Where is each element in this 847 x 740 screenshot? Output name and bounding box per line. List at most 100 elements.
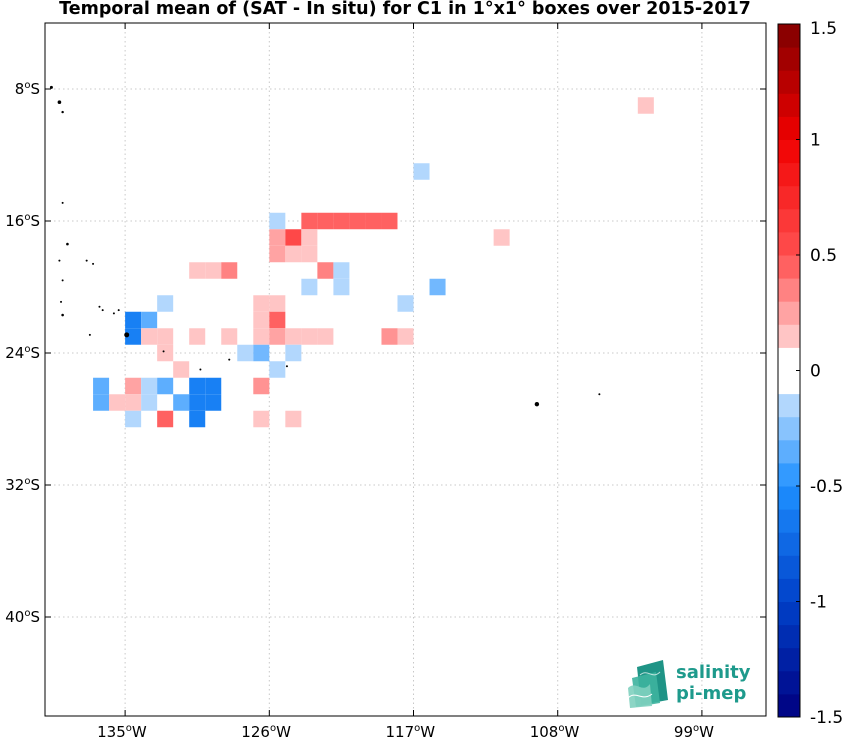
lon-tick-label: 117oW	[386, 723, 436, 740]
data-cell	[141, 311, 158, 329]
logo-emblem-icon	[627, 660, 668, 708]
colorbar-step	[778, 416, 800, 441]
colorbar-step	[778, 486, 800, 510]
lon-tick-label: 135oW	[97, 723, 147, 740]
data-cell	[637, 97, 654, 114]
colorbar-step	[778, 532, 800, 556]
island-marker	[199, 368, 202, 371]
axis-ticks	[45, 23, 766, 716]
colorbar-step	[778, 208, 800, 233]
island-marker	[49, 85, 53, 89]
data-cell	[285, 410, 302, 428]
data-cell	[93, 377, 110, 395]
data-cell	[285, 229, 302, 246]
island-marker	[61, 201, 64, 204]
island-marker	[66, 242, 69, 246]
data-cell	[221, 328, 238, 345]
data-cell	[285, 245, 302, 263]
colorbar-step	[778, 370, 800, 395]
island-marker	[60, 300, 63, 303]
data-cells	[93, 97, 654, 428]
data-cell	[93, 394, 110, 411]
colorbar-step	[778, 231, 800, 256]
data-cell	[189, 328, 206, 345]
data-cell	[493, 229, 510, 246]
colorbar-tick-label: 1.5	[810, 19, 837, 39]
salinity-pi-mep-logo: salinity pi-mep	[627, 660, 751, 708]
colorbar-tick-label: -1	[810, 593, 827, 613]
island-marker	[162, 350, 165, 353]
data-cell	[301, 328, 318, 345]
colorbar-tick-label: 0.5	[810, 246, 837, 266]
data-cell	[269, 361, 286, 378]
island-marker	[61, 279, 64, 282]
logo-line-pimep: pi-mep	[676, 683, 746, 704]
colorbar-step	[778, 647, 800, 672]
data-cell	[269, 295, 286, 312]
data-cell	[125, 410, 142, 428]
longitude-labels: 135oW 126oW 117oW 108oW 99oW	[97, 723, 714, 740]
island-marker	[534, 401, 540, 407]
map-gridlines	[45, 23, 766, 716]
colorbar-step	[778, 624, 800, 649]
data-cell	[253, 311, 270, 329]
island-marker	[598, 393, 601, 396]
lat-tick-label: 16oS	[5, 212, 40, 230]
lat-tick-label: 40oS	[5, 608, 40, 626]
map-frame	[44, 22, 767, 717]
colorbar-tick-label: 1	[810, 131, 821, 151]
data-cell	[333, 262, 350, 279]
lon-tick-label: 108oW	[530, 723, 580, 740]
data-cell	[237, 344, 254, 362]
data-cell	[269, 311, 286, 329]
island-marker	[85, 259, 88, 262]
lat-tick-label: 32oS	[5, 476, 40, 494]
data-cell	[205, 377, 222, 395]
colorbar-step	[778, 670, 800, 695]
data-cell	[253, 328, 270, 345]
data-cell	[269, 212, 286, 230]
colorbar-step	[778, 555, 800, 579]
logo-line-salinity: salinity	[676, 662, 751, 683]
colorbar-ticks: 1.5 1 0.5 0 -0.5 -1 -1.5	[796, 19, 843, 728]
lat-tick-label: 24oS	[5, 344, 40, 362]
data-cell	[349, 212, 366, 230]
data-cell	[381, 328, 398, 345]
island-marker	[92, 262, 95, 265]
data-cell	[173, 361, 190, 378]
data-cell	[253, 344, 270, 362]
data-cell	[157, 410, 174, 428]
colorbar-step	[778, 47, 800, 71]
lat-tick-label: 8oS	[15, 80, 40, 98]
island-marker	[124, 332, 130, 338]
colorbar-step	[778, 93, 800, 117]
data-cell	[333, 212, 350, 230]
data-cell	[109, 394, 126, 411]
data-cell	[253, 410, 270, 428]
data-cell	[141, 394, 158, 411]
data-cell	[269, 328, 286, 345]
data-cell	[125, 377, 142, 395]
lon-tick-label: 126oW	[241, 723, 291, 740]
data-cell	[269, 245, 286, 263]
data-cell	[253, 377, 270, 395]
data-cell	[301, 212, 318, 230]
colorbar-step	[778, 439, 800, 464]
island-marker	[101, 309, 104, 312]
colorbar-tick-label: 0	[810, 362, 821, 382]
lon-tick-label: 99oW	[674, 723, 714, 740]
colorbar-step	[778, 324, 800, 348]
island-marker	[285, 365, 288, 368]
data-cell	[285, 344, 302, 362]
colorbar-tick-label: -1.5	[810, 708, 843, 728]
data-cell	[413, 163, 430, 180]
data-cell	[157, 295, 174, 312]
colorbar-step	[778, 116, 800, 140]
data-cell	[157, 328, 174, 345]
data-cell	[125, 328, 142, 345]
island-marker	[98, 305, 101, 308]
data-cell	[269, 229, 286, 246]
colorbar-tick-label: -0.5	[810, 477, 843, 497]
island-marker	[228, 358, 231, 361]
